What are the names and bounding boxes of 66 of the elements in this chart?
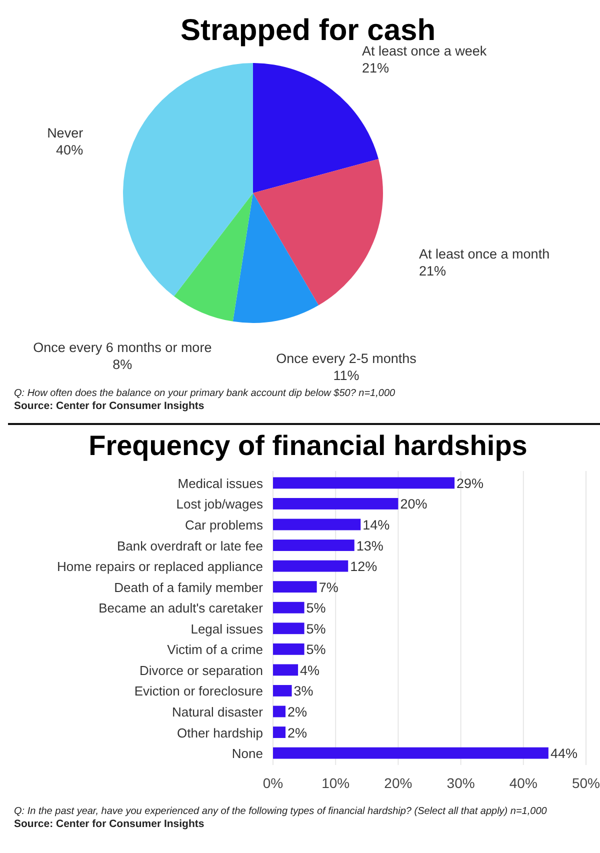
x-tick-label: 40% — [509, 775, 538, 791]
y-tick-label: Death of a family member — [114, 580, 264, 595]
data-label: 4% — [300, 662, 320, 678]
y-tick-label: Medical issues — [178, 476, 264, 491]
bar — [273, 477, 455, 489]
bar — [273, 581, 317, 593]
y-tick-label: Other hardship — [177, 725, 263, 740]
bar — [273, 622, 304, 634]
x-tick-label: 0% — [262, 775, 284, 791]
bar — [273, 540, 354, 551]
chart-title: Frequency of financial hardships — [88, 430, 528, 461]
data-label: 2% — [288, 704, 308, 720]
data-label: 13% — [356, 538, 384, 554]
y-tick-label: Lost job/wages — [176, 496, 264, 512]
text: Q: In the past year, have you experienced any of the following types of financial hardship? (Select all that apply) n=1,000 — [14, 806, 548, 817]
bar — [273, 664, 298, 676]
data-label: 5% — [306, 621, 326, 636]
data-label: 40% — [56, 142, 84, 158]
y-tick-label: Became an adult's caretaker — [98, 600, 264, 616]
data-label: 2% — [288, 725, 308, 740]
data-label: 5% — [306, 600, 326, 616]
x-tick-label: 30% — [446, 775, 475, 791]
y-tick-label: Legal issues — [190, 621, 264, 636]
bar — [273, 685, 292, 696]
slice-label: Once every 6 months or more — [33, 340, 212, 355]
bar — [273, 602, 304, 614]
slice-label: At least once a month — [419, 246, 550, 262]
source-note: Source: Center for Consumer Insights — [14, 818, 204, 830]
data-label: 44% — [550, 746, 578, 762]
y-tick-label: Eviction or foreclosure — [134, 684, 263, 699]
data-label: 3% — [294, 684, 314, 699]
data-label: 21% — [362, 60, 390, 76]
x-tick-label: 20% — [384, 775, 412, 791]
x-tick-label: 50% — [572, 775, 600, 791]
data-label: 7% — [318, 580, 338, 595]
slice-label: Once every 2-5 months — [276, 350, 417, 366]
bar — [273, 518, 361, 530]
data-label: 11% — [333, 368, 360, 383]
y-tick-label: Bank overdraft or late fee — [117, 538, 263, 554]
data-label: 14% — [362, 518, 390, 532]
bar — [273, 747, 548, 759]
y-tick-label: Car problems — [184, 518, 264, 532]
pie-slice — [123, 63, 253, 296]
y-tick-label: Home repairs or replaced appliance — [57, 559, 263, 574]
pie-slice — [253, 159, 383, 306]
bar — [273, 726, 286, 738]
x-tick-label: 10% — [322, 775, 350, 791]
data-label: 20% — [400, 496, 428, 512]
data-label: 5% — [306, 642, 326, 658]
data-label: 8% — [112, 356, 132, 372]
source-note: Source: Center for Consumer Insights — [14, 400, 204, 412]
pie-slice — [174, 193, 253, 322]
y-tick-label: Divorce or separation — [139, 662, 263, 678]
bar — [273, 706, 286, 718]
data-label: 12% — [350, 559, 378, 574]
y-tick-label: None — [232, 746, 263, 762]
data-label: 29% — [456, 476, 484, 491]
y-tick-label: Natural disaster — [172, 704, 264, 720]
bar — [273, 498, 398, 510]
y-tick-label: Victim of a crime — [167, 642, 263, 658]
data-label: 21% — [419, 264, 446, 279]
text: Q: How often does the balance on your primary bank account dip below $50? n=1,000 — [14, 388, 396, 399]
pie-slice — [232, 193, 319, 323]
bar — [273, 643, 304, 655]
bar — [273, 560, 348, 572]
slice-label: Never — [47, 126, 84, 141]
